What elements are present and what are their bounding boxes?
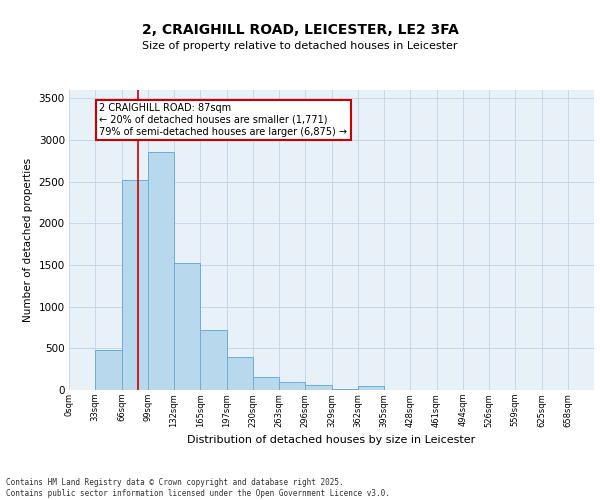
Text: 2, CRAIGHILL ROAD, LEICESTER, LE2 3FA: 2, CRAIGHILL ROAD, LEICESTER, LE2 3FA [142,22,458,36]
Bar [95,350,121,390]
Text: Size of property relative to detached houses in Leicester: Size of property relative to detached ho… [142,41,458,51]
Bar [227,356,253,390]
Bar [279,382,305,390]
X-axis label: Distribution of detached houses by size in Leicester: Distribution of detached houses by size … [187,435,476,445]
Bar [331,389,358,390]
Text: 2 CRAIGHILL ROAD: 87sqm
← 20% of detached houses are smaller (1,771)
79% of semi: 2 CRAIGHILL ROAD: 87sqm ← 20% of detache… [99,104,347,136]
Bar [121,180,148,390]
Bar [358,386,384,390]
Bar [174,262,200,390]
Text: Contains HM Land Registry data © Crown copyright and database right 2025.
Contai: Contains HM Land Registry data © Crown c… [6,478,390,498]
Bar [148,152,174,390]
Bar [200,330,227,390]
Bar [253,377,279,390]
Bar [305,386,331,390]
Y-axis label: Number of detached properties: Number of detached properties [23,158,33,322]
